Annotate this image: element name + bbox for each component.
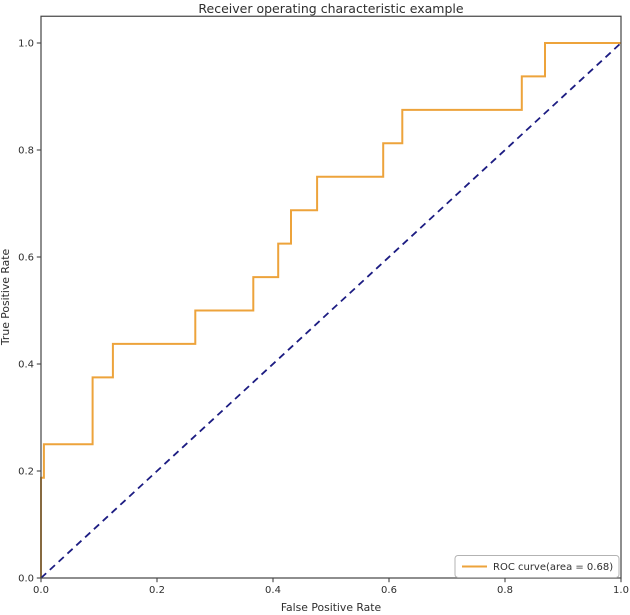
tick-label: 0.0 — [33, 585, 49, 596]
series-roc-curve — [40, 42, 621, 578]
tick-label: 0.4 — [265, 585, 281, 596]
tick-label: 0.6 — [381, 585, 397, 596]
tick-label: 1.0 — [613, 585, 629, 596]
tick-label: 0.6 — [18, 253, 34, 264]
tick-label: 0.8 — [497, 585, 513, 596]
axes-spines — [40, 15, 622, 579]
x-axis-label: False Positive Rate — [281, 601, 382, 614]
y-axis-label: True Positive Rate — [0, 249, 12, 347]
series-group — [40, 42, 622, 579]
y-axis-ticks: 0.0 0.2 0.4 0.6 0.8 1.0 — [18, 39, 41, 585]
chart-title: Receiver operating characteristic exampl… — [198, 1, 464, 16]
legend: ROC curve(area = 0.68) — [454, 555, 620, 578]
legend-box — [454, 555, 620, 578]
tick-label: 0.2 — [149, 585, 165, 596]
tick-label: 1.0 — [18, 39, 34, 50]
tick-label: 0.0 — [18, 574, 34, 585]
plot-area — [41, 16, 621, 578]
x-axis-ticks: 0.0 0.2 0.4 0.6 0.8 1.0 — [33, 578, 629, 596]
legend-entry-label: ROC curve(area = 0.68) — [493, 562, 613, 573]
tick-label: 0.2 — [18, 467, 34, 478]
tick-label: 0.4 — [18, 360, 34, 371]
tick-label: 0.8 — [18, 146, 34, 157]
